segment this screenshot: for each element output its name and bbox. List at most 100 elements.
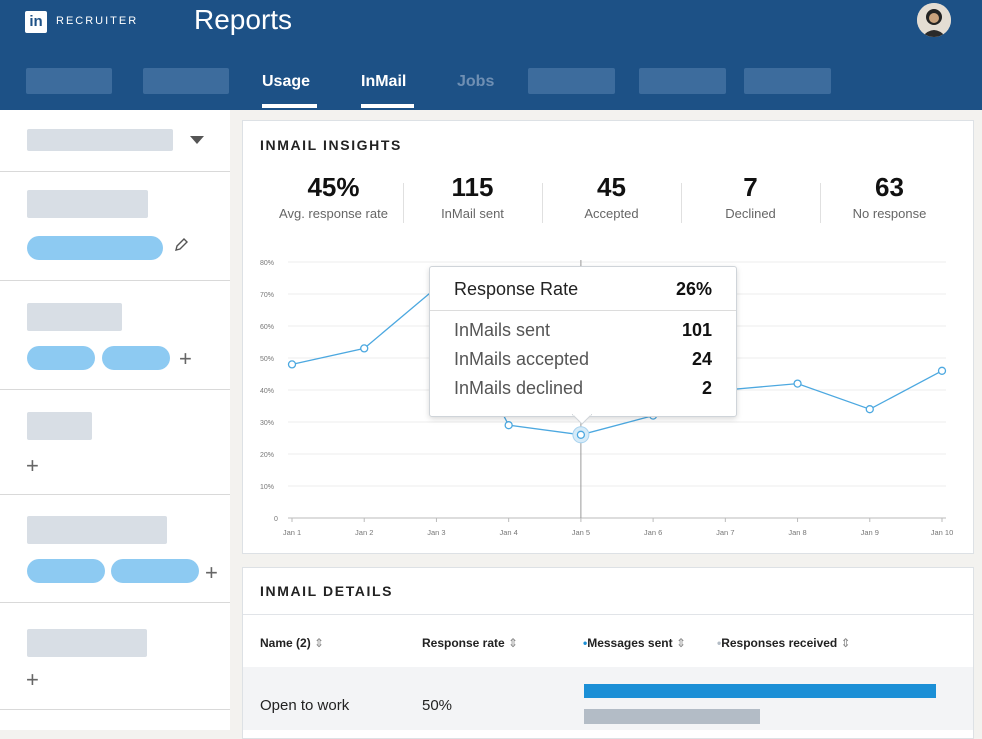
column-header-response-rate[interactable]: Response rate ⇕ — [422, 636, 519, 650]
tooltip-title: Response Rate — [454, 279, 579, 299]
filter-pill[interactable] — [27, 559, 105, 583]
sort-icon: ⇕ — [508, 636, 519, 650]
sidebar-divider — [0, 709, 230, 710]
avatar-image — [917, 3, 951, 37]
stat-label: InMail sent — [441, 206, 504, 221]
pencil-icon[interactable] — [174, 238, 188, 252]
y-tick-label: 70% — [260, 292, 274, 299]
legend-dot-icon: • — [583, 636, 588, 650]
y-tick-label: 60% — [260, 324, 274, 331]
x-tick-label: Jan 5 — [572, 528, 590, 537]
x-tick-label: Jan 10 — [931, 528, 954, 537]
x-tick-label: Jan 4 — [499, 528, 517, 537]
details-title: INMAIL DETAILS — [260, 583, 394, 599]
x-tick-label: Jan 3 — [427, 528, 445, 537]
sort-icon: ⇕ — [675, 636, 686, 650]
legend-dot-icon: • — [717, 636, 722, 650]
add-icon[interactable]: + — [26, 453, 39, 478]
stat-divider — [681, 183, 682, 223]
stat-no-response: 63 No response — [820, 172, 959, 221]
stat-label: No response — [852, 206, 927, 221]
y-tick-label: 10% — [260, 484, 274, 491]
nav-placeholder-5[interactable] — [744, 68, 831, 94]
add-icon[interactable]: + — [205, 560, 218, 585]
data-point — [287, 360, 297, 369]
stat-label: Accepted — [584, 206, 639, 221]
data-point — [937, 366, 947, 375]
data-point — [360, 344, 369, 353]
messages-sent-bar — [584, 684, 936, 698]
y-tick-label: 20% — [260, 452, 274, 459]
sort-icon: ⇕ — [314, 636, 325, 650]
filter-pill[interactable] — [111, 559, 199, 583]
data-point — [576, 430, 586, 439]
row-name: Open to work — [260, 697, 350, 714]
tab-inmail-underline — [361, 104, 414, 108]
sidebar-dropdown[interactable] — [27, 129, 173, 151]
add-icon[interactable]: + — [179, 346, 192, 371]
stat-divider — [542, 183, 543, 223]
sidebar-section-label — [27, 516, 167, 544]
x-tick-label: Jan 6 — [644, 528, 662, 537]
sort-icon: ⇕ — [840, 636, 851, 650]
filter-pill[interactable] — [102, 346, 170, 370]
nav-placeholder-3[interactable] — [528, 68, 615, 94]
stat-value: 63 — [875, 172, 904, 202]
tab-usage[interactable]: Usage — [262, 73, 311, 90]
linkedin-logo[interactable]: in — [25, 11, 47, 33]
stat-accepted: 45 Accepted — [542, 172, 681, 221]
filter-pill[interactable] — [27, 346, 95, 370]
sidebar-section-label — [27, 412, 92, 440]
chevron-down-icon[interactable] — [190, 136, 204, 144]
add-icon[interactable]: + — [26, 667, 39, 692]
tooltip-row-value: 101 — [681, 320, 712, 340]
tab-inmail[interactable]: InMail — [361, 73, 407, 90]
stat-divider — [820, 183, 821, 223]
tooltip-row-label: InMails sent — [454, 320, 551, 340]
sidebar-section-label — [27, 190, 148, 218]
column-header-responses-received[interactable]: •Responses received ⇕ — [717, 636, 851, 650]
chart-tooltip: Response Rate 26% InMails sent 101 InMai… — [429, 266, 737, 417]
x-tick-label: Jan 1 — [283, 528, 301, 537]
sidebar-divider — [0, 602, 230, 603]
sidebar-divider — [0, 494, 230, 495]
stat-value: 45% — [307, 172, 360, 202]
column-header-messages-sent[interactable]: •Messages sent ⇕ — [583, 636, 686, 650]
sidebar-section-label — [27, 303, 122, 331]
row-response-rate: 50% — [422, 697, 453, 714]
responses-received-bar — [584, 709, 760, 724]
nav-placeholder-2[interactable] — [143, 68, 229, 94]
stat-divider — [403, 183, 404, 223]
brand-name: RECRUITER — [56, 15, 139, 27]
stat-avg-response-rate: 45% Avg. response rate — [264, 172, 403, 221]
stat-value: 115 — [451, 172, 494, 202]
tooltip-pointer — [572, 414, 592, 425]
filter-pill[interactable] — [27, 236, 163, 260]
nav-placeholder-4[interactable] — [639, 68, 726, 94]
column-header-name[interactable]: Name (2) ⇕ — [260, 636, 325, 650]
tooltip-row-label: InMails declined — [454, 378, 584, 398]
sidebar-section-label — [27, 629, 147, 657]
user-avatar[interactable] — [917, 3, 951, 37]
tab-jobs[interactable]: Jobs — [457, 73, 495, 90]
nav-placeholder-1[interactable] — [26, 68, 112, 94]
x-tick-label: Jan 2 — [355, 528, 373, 537]
x-tick-label: Jan 7 — [716, 528, 734, 537]
top-header: in RECRUITER Reports Usage InMail Jobs — [0, 0, 982, 110]
tooltip-row-label: InMails accepted — [454, 349, 590, 369]
y-tick-label: 80% — [260, 260, 274, 267]
stat-label: Declined — [725, 206, 776, 221]
page-title: Reports — [194, 4, 293, 35]
tooltip-row-value: 2 — [701, 378, 712, 398]
sidebar-divider — [0, 389, 230, 390]
stat-label: Avg. response rate — [279, 206, 388, 221]
y-tick-label: 40% — [260, 388, 274, 395]
tooltip-title-value: 26% — [675, 279, 712, 299]
tab-usage-underline — [262, 104, 317, 108]
stat-value: 45 — [597, 172, 626, 202]
details-divider — [243, 614, 973, 615]
data-point — [504, 421, 513, 430]
data-point — [865, 405, 874, 414]
y-tick-label: 0 — [274, 516, 278, 523]
stat-value: 7 — [743, 172, 758, 202]
